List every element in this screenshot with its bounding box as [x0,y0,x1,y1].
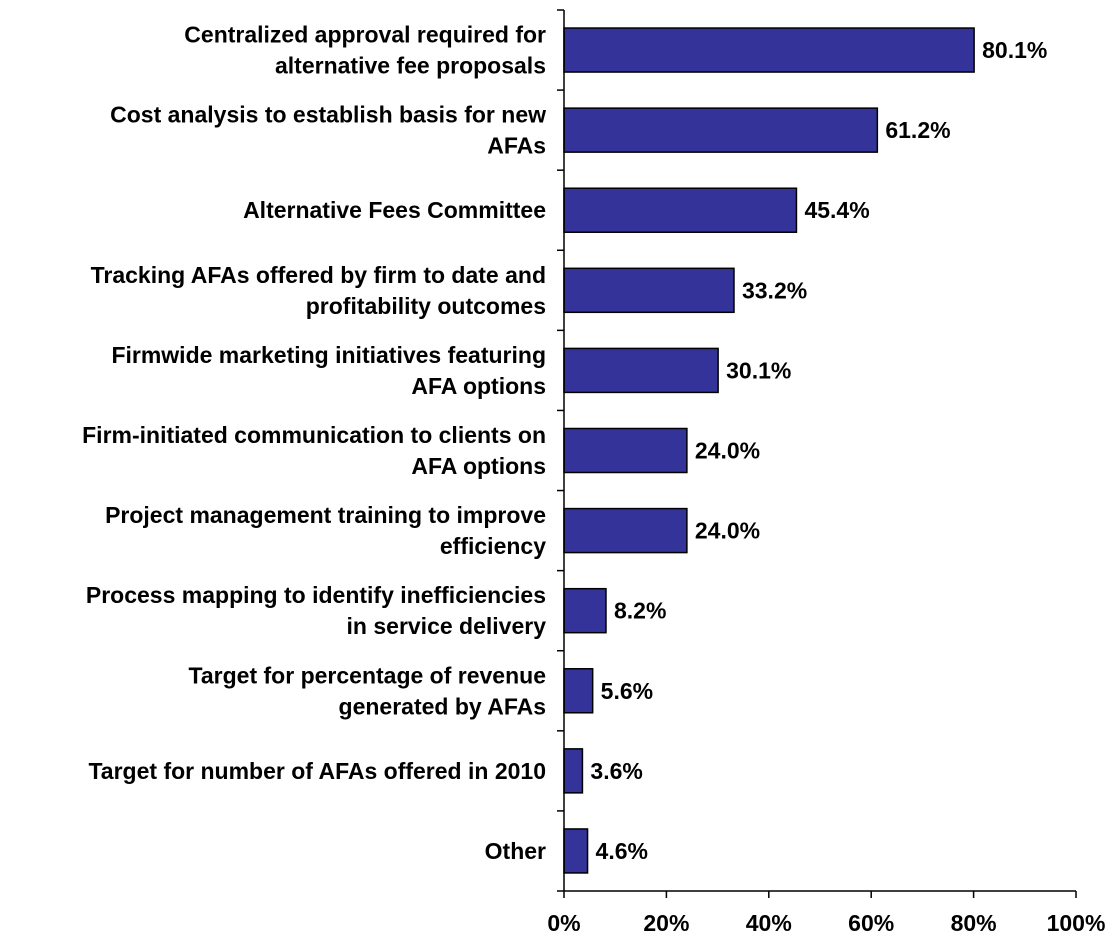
category-label: Centralized approval required for alterna… [184,22,546,79]
category-label-line: Other [485,838,546,864]
category-label: Target for number of AFAs offered in 201… [88,758,546,784]
value-label: 33.2% [742,277,807,303]
value-label: 61.2% [885,117,950,143]
category-label-line: efficiency [440,533,546,559]
bar [563,187,798,233]
category-label-line: Firmwide marketing initiatives featuring [111,342,546,368]
category-label: Firmwide marketing initiatives featuring… [111,342,546,399]
bar [563,27,975,73]
category-label-line: alternative fee proposals [275,53,546,79]
x-tick-label: 0% [547,910,580,936]
value-label: 8.2% [614,598,666,624]
category-label-line: profitability outcomes [306,293,546,319]
x-tick-label: 40% [746,910,792,936]
category-label-line: Cost analysis to establish basis for new [110,102,546,128]
category-label: Tracking AFAs offered by firm to date an… [91,262,546,319]
value-label: 24.0% [695,518,760,544]
category-label-line: AFA options [411,373,546,399]
category-label-line: Alternative Fees Committee [243,197,546,223]
value-label: 45.4% [804,197,869,223]
bars-layer [563,27,975,874]
category-label-line: Process mapping to identify inefficienci… [86,582,546,608]
category-label: Alternative Fees Committee [243,197,546,223]
bar [563,107,879,153]
bar [563,828,589,874]
value-label: 4.6% [596,838,648,864]
x-tick-label: 60% [848,910,894,936]
x-tick-label: 80% [951,910,997,936]
bar [563,267,735,314]
category-label-line: in service delivery [347,613,547,639]
x-tick-label: 20% [643,910,689,936]
category-label: Other [485,838,546,864]
bar [563,427,688,474]
category-label-line: Target for percentage of revenue [189,662,546,688]
axes-layer: 0% 20% 40% 60% 80% 100% [547,9,1106,936]
value-label: 30.1% [726,357,791,383]
bar [563,748,584,794]
value-labels-layer: 80.1% 61.2% 45.4% 33.2% 30.1% 24.0% 24.0% 8.2% 5… [590,37,1047,864]
category-label: Target for percentage of revenue generate… [189,662,546,719]
category-label-line: Project management training to improve [105,502,546,528]
category-label-line: Target for number of AFAs offered in 201… [88,758,546,784]
bar [563,587,607,634]
category-label-line: Tracking AFAs offered by firm to date an… [91,262,546,288]
category-label-line: generated by AFAs [339,693,546,719]
value-label: 24.0% [695,438,760,464]
value-label: 5.6% [601,678,653,704]
category-label-line: AFAs [487,133,546,159]
category-label-line: Firm-initiated communication to clients … [82,422,546,448]
bar [563,347,719,394]
value-label: 3.6% [590,758,642,784]
category-labels-layer: Centralized approval required for alterna… [82,22,546,864]
x-tick-label: 100% [1047,910,1106,936]
bar [563,507,688,554]
category-label: Process mapping to identify inefficienci… [86,582,546,639]
value-label: 80.1% [982,37,1047,63]
category-label-line: Centralized approval required for [184,22,546,48]
category-label: Project management training to improve ef… [105,502,546,559]
category-label-line: AFA options [411,453,546,479]
category-label: Firm-initiated communication to clients … [82,422,546,479]
bar [563,668,594,714]
category-label: Cost analysis to establish basis for new… [110,102,546,159]
